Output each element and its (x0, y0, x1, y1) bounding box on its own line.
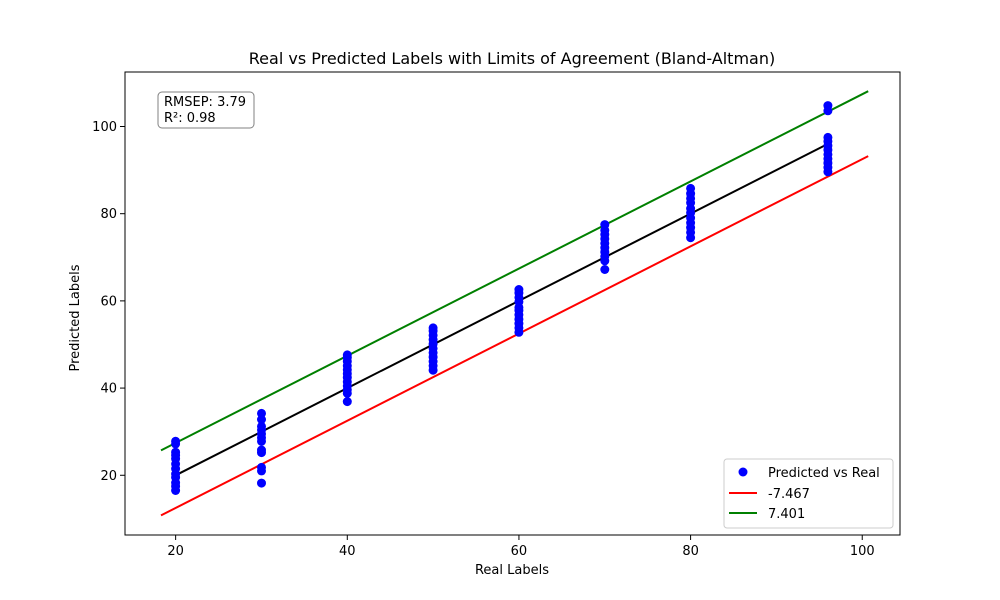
axis-ticks: 20 40 60 80 100 20 40 60 80 100 (92, 120, 874, 559)
chart-title: Real vs Predicted Labels with Limits of … (249, 49, 775, 68)
legend-label-upper-limit: 7.401 (768, 507, 805, 522)
stats-annotation: RMSEP: 3.79 R²: 0.98 (157, 91, 255, 129)
stats-box-frame (157, 91, 255, 129)
stats-r2: R²: 0.98 (164, 111, 216, 126)
scatter-point (823, 132, 833, 142)
scatter-point (257, 445, 266, 455)
legend-frame (723, 458, 894, 529)
scatter-point (600, 265, 610, 274)
legend: Predicted vs Real -7.467 7.401 (723, 458, 894, 529)
y-tick-label: 20 (100, 469, 117, 484)
scatter-point (342, 350, 352, 360)
series-line-2 (160, 155, 869, 517)
y-tick-label: 40 (100, 382, 117, 397)
plot-frame (124, 71, 901, 536)
x-tick-label: 20 (167, 544, 184, 559)
series-line-1 (175, 143, 829, 477)
stats-rmsep: RMSEP: 3.79 (164, 95, 246, 110)
y-axis-label: Predicted Labels (68, 264, 83, 371)
scatter-point (171, 436, 181, 446)
scatter-point (428, 323, 438, 333)
scatter-point (823, 101, 833, 111)
y-tick-label: 100 (92, 120, 117, 135)
scatter-point (171, 447, 181, 457)
scatter-point (257, 408, 266, 418)
scatter-point (600, 220, 610, 230)
y-tick-label: 80 (100, 207, 117, 222)
x-tick-label: 100 (850, 544, 875, 559)
scatter-point (257, 478, 266, 488)
x-tick-label: 80 (682, 544, 699, 559)
plot-area (160, 90, 869, 517)
scatter-point (257, 462, 266, 472)
scatter-point (514, 285, 524, 294)
legend-label-lower-limit: -7.467 (768, 487, 810, 502)
scatter-point (686, 183, 696, 193)
y-tick-label: 60 (100, 294, 117, 309)
legend-marker-scatter (738, 467, 748, 477)
x-tick-label: 60 (511, 544, 528, 559)
legend-label-scatter: Predicted vs Real (768, 466, 880, 481)
x-tick-label: 40 (339, 544, 356, 559)
scatter-point (342, 397, 352, 407)
series-line-3 (160, 90, 869, 452)
x-axis-label: Real Labels (475, 563, 549, 578)
scatter-point (257, 421, 266, 431)
